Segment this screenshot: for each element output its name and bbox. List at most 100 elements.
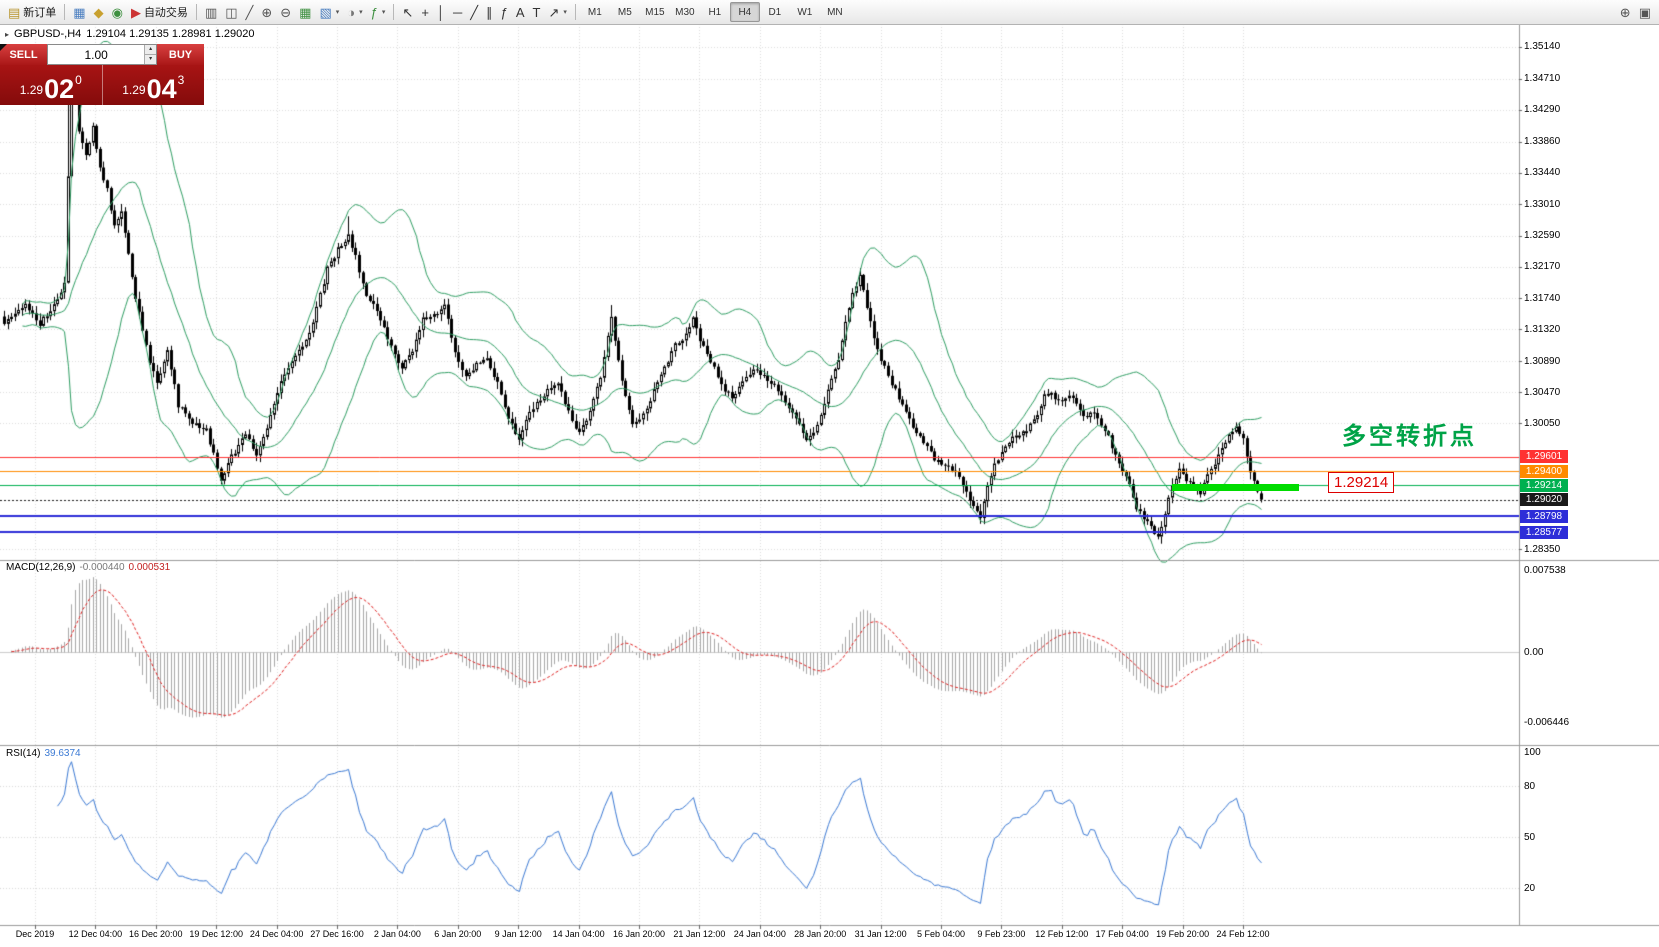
- timeframe-m1-button[interactable]: M1: [587, 6, 602, 18]
- timeframe-h1-button[interactable]: H1: [708, 6, 722, 18]
- indicators-list-icon: ƒ: [370, 4, 378, 20]
- price-axis-label: 1.34710: [1524, 73, 1561, 85]
- volume-input[interactable]: [48, 45, 145, 64]
- volume-down-button[interactable]: ▾: [145, 54, 156, 64]
- bid-price-display[interactable]: 1.29 02 0: [0, 65, 102, 105]
- bid-price-sup: 0: [75, 73, 82, 87]
- tile-windows-button[interactable]: ▦: [295, 1, 315, 23]
- zoom-in-button[interactable]: ⊕: [257, 1, 276, 23]
- new-chart-dropdown-icon[interactable]: ▾: [335, 9, 340, 16]
- arrows-tool-icon: ↗: [548, 4, 560, 20]
- arrows-tool-button[interactable]: ↗ ▾: [544, 1, 570, 23]
- rsi-indicator-label: RSI(14) 39.6374: [6, 748, 81, 759]
- ask-price-small: 1.29: [122, 83, 146, 97]
- profiles-icon: ◆: [93, 4, 104, 20]
- ask-price-big: 04: [146, 74, 177, 105]
- text-tool-button[interactable]: A: [512, 1, 529, 23]
- price-callout-label[interactable]: 1.29214: [1328, 472, 1395, 493]
- expand-marker-icon[interactable]: ▸: [5, 29, 10, 39]
- volume-spinner: ▴ ▾: [144, 45, 156, 64]
- indicators-list-button[interactable]: ƒ ▾: [367, 1, 390, 23]
- new-chart-button[interactable]: ▧ ▾: [315, 1, 343, 23]
- price-axis-label: 1.31740: [1524, 292, 1561, 304]
- time-axis-label: 9 Feb 23:00: [977, 929, 1026, 939]
- channel-tool-button[interactable]: ∥: [482, 1, 497, 23]
- timeframe-m15-button[interactable]: M15: [645, 6, 665, 18]
- time-axis-label: 12 Feb 12:00: [1035, 929, 1089, 939]
- vertical-line-tool-button[interactable]: │: [433, 1, 449, 23]
- candlestick-mode-button[interactable]: ◫: [221, 1, 241, 23]
- time-axis-label: 14 Jan 04:00: [552, 929, 605, 939]
- time-axis-label: 6 Jan 20:00: [434, 929, 482, 939]
- timeframe-d1-button[interactable]: D1: [768, 6, 782, 18]
- chart-profiles-dropdown-icon[interactable]: ▾: [359, 9, 363, 16]
- chinese-annotation-text-object[interactable]: 多空转折点: [1342, 423, 1477, 450]
- crosshair-tool-button[interactable]: +: [417, 1, 433, 23]
- market-watch-button[interactable]: ◉: [108, 1, 127, 23]
- time-axis-label: Dec 2019: [15, 929, 55, 939]
- time-axis-label: 16 Dec 20:00: [129, 929, 183, 939]
- macd-axis-label: 0.00: [1524, 646, 1544, 658]
- bar-chart-mode-button[interactable]: ▥: [201, 1, 221, 23]
- time-axis-label: 31 Jan 12:00: [854, 929, 907, 939]
- new-order-button[interactable]: ▤ 新订单: [4, 1, 60, 23]
- timeframe-mn-button[interactable]: MN: [827, 6, 843, 18]
- bid-price-big: 02: [44, 74, 75, 105]
- macd-indicator-label: MACD(12,26,9) -0.000440 0.000531: [6, 562, 170, 573]
- time-axis-label: 24 Jan 04:00: [733, 929, 786, 939]
- market-watch-icon: ◉: [111, 4, 123, 20]
- chart-window-button[interactable]: ▦: [69, 1, 89, 23]
- price-tag-1.29020: 1.29020: [1520, 493, 1568, 507]
- price-axis-label: 1.30050: [1524, 417, 1561, 429]
- macd-axis-label: -0.006446: [1524, 716, 1570, 728]
- macd-main-value: -0.000440: [79, 562, 125, 573]
- horizontal-line-tool-button[interactable]: ─: [449, 1, 466, 23]
- zoom-out-button[interactable]: ⊖: [276, 1, 295, 23]
- chart-profiles-button[interactable]: ◑ ▾: [343, 1, 366, 23]
- zoom-search-icon: ⊕: [1619, 4, 1631, 20]
- time-axis-label: 19 Feb 20:00: [1156, 929, 1210, 939]
- price-tag-1.29214: 1.29214: [1520, 478, 1568, 492]
- fibonacci-tool-button[interactable]: ƒ: [497, 1, 512, 23]
- buy-button[interactable]: BUY: [157, 44, 204, 65]
- time-axis-label: 12 Dec 04:00: [68, 929, 123, 939]
- zoom-search-button[interactable]: ⊕: [1616, 1, 1635, 23]
- timeframe-h4-button[interactable]: H4: [729, 2, 760, 22]
- sell-button[interactable]: SELL: [0, 44, 47, 65]
- trade-panel-dropdown-icon[interactable]: [0, 44, 7, 51]
- timeframe-m30-button[interactable]: M30: [675, 6, 695, 18]
- macd-name: MACD(12,26,9): [6, 562, 76, 573]
- volume-box: ▴ ▾: [47, 44, 157, 65]
- label-tool-button[interactable]: T: [528, 1, 544, 23]
- candlestick-mode-icon: ◫: [225, 4, 238, 20]
- price-axis-label: 1.30470: [1524, 386, 1561, 398]
- macd-axis-label: 0.007538: [1524, 564, 1566, 576]
- profiles-button[interactable]: ◆: [90, 1, 108, 23]
- rsi-value: 39.6374: [44, 748, 81, 759]
- line-chart-mode-icon: ╱: [245, 4, 254, 20]
- volume-up-button[interactable]: ▴: [145, 45, 156, 54]
- rsi-axis-label: 80: [1524, 780, 1536, 792]
- line-chart-mode-button[interactable]: ╱: [242, 1, 258, 23]
- toolbar-separator: [574, 4, 576, 20]
- rsi-axis-label: 20: [1524, 882, 1536, 894]
- timeframe-w1-button[interactable]: W1: [797, 6, 813, 18]
- more-tools-button[interactable]: ▣: [1635, 1, 1655, 23]
- trendline-highlight-object[interactable]: [1172, 484, 1299, 491]
- trendline-tool-button[interactable]: ╱: [466, 1, 482, 23]
- indicators-list-dropdown-icon[interactable]: ▾: [381, 9, 386, 16]
- time-axis-label: 5 Feb 04:00: [916, 929, 966, 939]
- price-axis-label: 1.33440: [1524, 167, 1561, 179]
- cursor-tool-icon: ↖: [402, 4, 414, 20]
- ask-price-display[interactable]: 1.29 04 3: [101, 65, 205, 105]
- autotrading-button[interactable]: ▶ 自动交易: [127, 1, 192, 23]
- symbol-ohlc: 1.29104 1.29135 1.28981 1.29020: [86, 28, 255, 40]
- cursor-tool-button[interactable]: ↖: [398, 1, 417, 23]
- text-tool-icon: A: [515, 4, 525, 20]
- toolbar-separator: [64, 4, 66, 20]
- time-axis-label: 17 Feb 04:00: [1095, 929, 1149, 939]
- arrows-tool-dropdown-icon[interactable]: ▾: [563, 9, 567, 16]
- timeframe-m5-button[interactable]: M5: [617, 6, 632, 18]
- new-order-icon: ▤: [8, 4, 21, 20]
